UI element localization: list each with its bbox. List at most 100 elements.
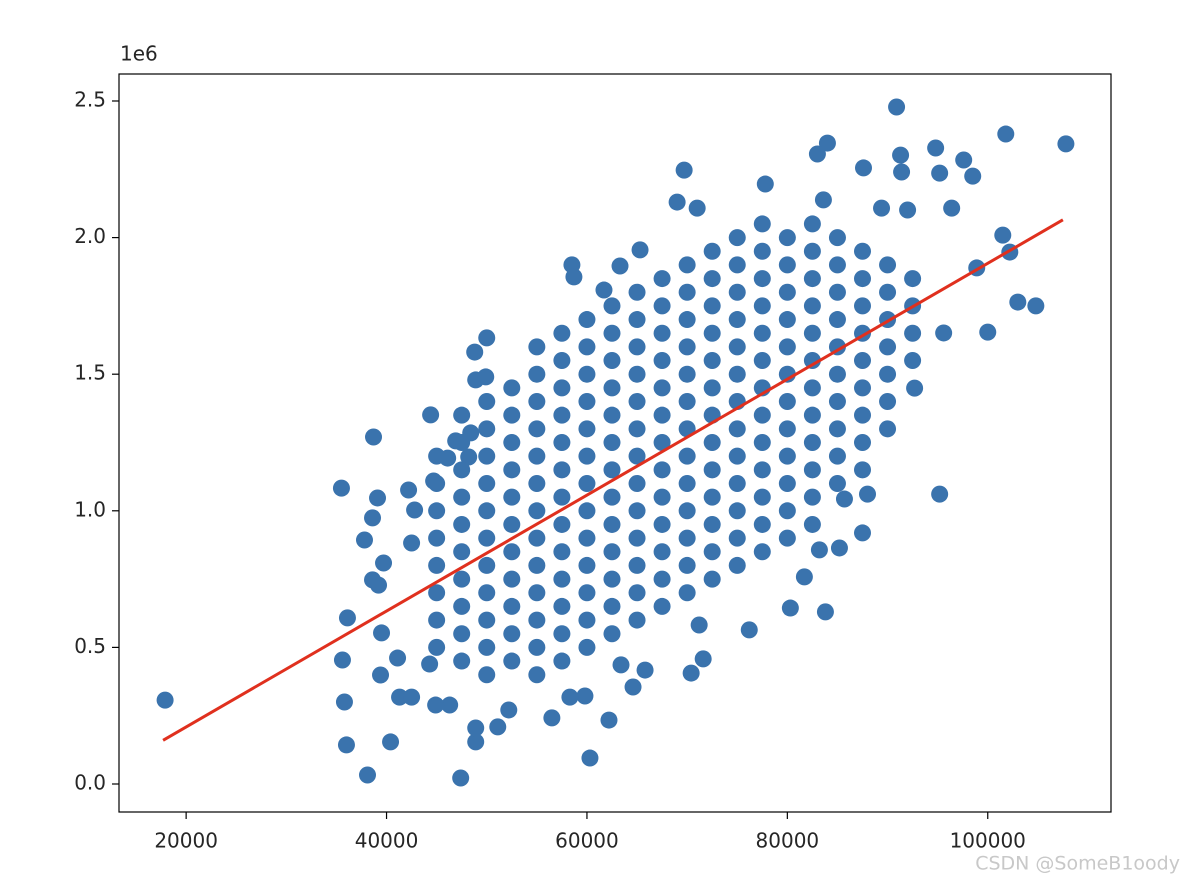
scatter-point — [753, 488, 771, 506]
scatter-point — [373, 624, 391, 642]
scatter-point — [561, 688, 579, 706]
scatter-point — [628, 311, 646, 329]
scatter-point — [478, 420, 496, 438]
scatter-point — [453, 461, 471, 479]
scatter-point — [478, 611, 496, 629]
scatter-point — [703, 433, 721, 451]
scatter-point — [528, 365, 546, 383]
scatter-point — [624, 678, 642, 696]
scatter-point — [678, 502, 696, 520]
scatter-point — [803, 515, 821, 533]
scatter-point — [543, 709, 561, 727]
scatter-point — [728, 283, 746, 301]
scatter-point — [503, 625, 521, 643]
scatter-point — [503, 488, 521, 506]
scatter-point — [528, 638, 546, 656]
regression-line — [162, 218, 1064, 742]
scatter-point — [428, 529, 446, 547]
scatter-point — [628, 474, 646, 492]
scatter-point — [403, 688, 421, 706]
scatter-point — [728, 365, 746, 383]
scatter-point — [478, 329, 496, 347]
scatter-point — [879, 338, 897, 356]
scatter-point — [753, 406, 771, 424]
scatter-point — [653, 406, 671, 424]
scatter-point — [778, 447, 796, 465]
scatter-point — [355, 531, 373, 549]
scatter-point — [528, 502, 546, 520]
scatter-point — [603, 515, 621, 533]
scatter-point — [528, 584, 546, 602]
scatter-point — [740, 621, 758, 639]
scatter-point — [906, 379, 924, 397]
scatter-point — [603, 461, 621, 479]
scatter-point — [756, 175, 774, 193]
scatter-point — [453, 515, 471, 533]
scatter-point — [595, 281, 613, 299]
scatter-point — [460, 448, 478, 466]
scatter-point — [503, 461, 521, 479]
scatter-point — [778, 283, 796, 301]
scatter-point — [728, 420, 746, 438]
x-tick-label: 80000 — [756, 829, 820, 853]
scatter-point — [338, 609, 356, 627]
scatter-point — [553, 461, 571, 479]
scatter-point — [581, 749, 599, 767]
scatter-point — [828, 393, 846, 411]
scatter-point — [628, 420, 646, 438]
scatter-point — [955, 151, 973, 169]
scatter-point — [678, 283, 696, 301]
scatter-point — [803, 379, 821, 397]
scatter-point — [503, 379, 521, 397]
scatter-point — [931, 164, 949, 182]
scatter-point — [694, 650, 712, 668]
scatter-point — [365, 428, 383, 446]
scatter-point — [628, 502, 646, 520]
scatter-point — [778, 420, 796, 438]
scatter-point — [778, 474, 796, 492]
scatter-point — [703, 515, 721, 533]
scatter-point — [879, 365, 897, 383]
scatter-point — [636, 661, 654, 679]
scatter-point — [578, 365, 596, 383]
scatter-point — [828, 229, 846, 247]
scatter-point — [603, 597, 621, 615]
scatter-point — [403, 534, 421, 552]
scatter-point — [503, 543, 521, 561]
scatter-point — [578, 584, 596, 602]
scatter-point — [979, 323, 997, 341]
scatter-point — [333, 651, 351, 669]
scatter-point — [578, 420, 596, 438]
scatter-point — [611, 257, 629, 275]
scatter-point — [803, 433, 821, 451]
scatter-point — [816, 603, 834, 621]
scatter-point — [453, 433, 471, 451]
scatter-point — [478, 584, 496, 602]
scatter-point — [703, 543, 721, 561]
scatter-point — [835, 490, 853, 508]
scatter-point — [688, 199, 706, 217]
scatter-point — [628, 393, 646, 411]
scatter-point — [653, 433, 671, 451]
scatter-point — [728, 502, 746, 520]
x-tick-label: 20000 — [154, 829, 218, 853]
scatter-point — [678, 393, 696, 411]
scatter-point — [778, 338, 796, 356]
scatter-point — [814, 191, 832, 209]
x-tick-label: 40000 — [355, 829, 419, 853]
scatter-point — [628, 338, 646, 356]
scatter-point — [603, 324, 621, 342]
scatter-point — [603, 352, 621, 370]
scatter-point — [690, 616, 708, 634]
scatter-point — [931, 485, 949, 503]
scatter-point — [828, 256, 846, 274]
scatter-point — [553, 352, 571, 370]
scatter-point — [728, 338, 746, 356]
scatter-point — [406, 501, 424, 519]
scatter-point — [628, 611, 646, 629]
scatter-point — [828, 283, 846, 301]
scatter-point — [653, 570, 671, 588]
y-tick-label: 1.0 — [74, 497, 106, 521]
